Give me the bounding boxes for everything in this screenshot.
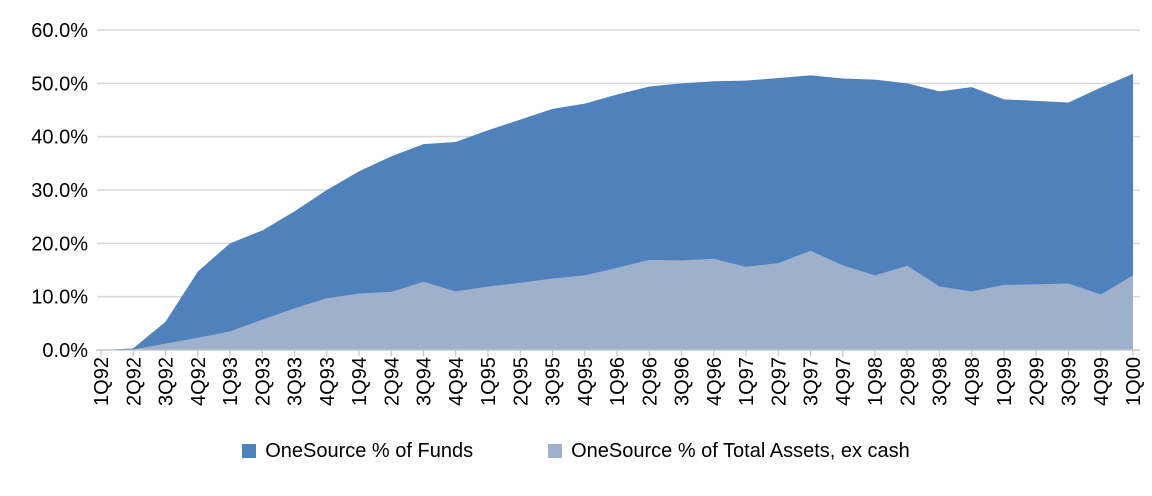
x-axis-tick-label: 1Q99 bbox=[994, 357, 1016, 406]
legend-item-funds: OneSource % of Funds bbox=[242, 441, 473, 461]
x-axis-tick-label: 4Q95 bbox=[575, 357, 597, 406]
x-axis-tick-label: 2Q95 bbox=[510, 357, 532, 406]
x-axis-tick-label: 1Q96 bbox=[607, 357, 629, 406]
x-axis-tick-label: 4Q99 bbox=[1091, 357, 1113, 406]
y-axis-tick-label: 20.0% bbox=[31, 233, 88, 255]
x-axis-tick-label: 2Q93 bbox=[252, 357, 274, 406]
x-axis-tick-label: 2Q99 bbox=[1026, 357, 1048, 406]
x-axis-tick-label: 4Q93 bbox=[317, 357, 339, 406]
y-axis-tick-label: 0.0% bbox=[42, 340, 88, 362]
x-axis-tick-label: 3Q97 bbox=[801, 357, 823, 406]
series-area-1 bbox=[101, 250, 1133, 350]
x-axis-tick-label: 1Q92 bbox=[91, 357, 113, 406]
y-axis-tick-label: 30.0% bbox=[31, 180, 88, 202]
x-axis-tick-label: 4Q98 bbox=[962, 357, 984, 406]
x-axis-tick-label: 3Q99 bbox=[1059, 357, 1081, 406]
x-axis-tick-label: 2Q98 bbox=[897, 357, 919, 406]
legend-label-funds: OneSource % of Funds bbox=[265, 440, 474, 462]
x-axis-tick-label: 3Q93 bbox=[285, 357, 307, 406]
y-axis-tick-label: 50.0% bbox=[31, 73, 88, 95]
x-axis-tick-label: 4Q96 bbox=[704, 357, 726, 406]
x-axis-tick-label: 4Q97 bbox=[833, 357, 855, 406]
x-axis-tick-label: 1Q95 bbox=[478, 357, 500, 406]
x-axis-tick-label: 3Q98 bbox=[930, 357, 952, 406]
area-chart-svg: 0.0% 10.0% 20.0% 30.0% 40.0% 50.0% 60.0% 1Q92 2Q… bbox=[31, 20, 1145, 406]
x-axis-tick-label: 3Q96 bbox=[672, 357, 694, 406]
x-axis-tick-label: 2Q97 bbox=[768, 357, 790, 406]
y-axis-tick-label: 60.0% bbox=[31, 20, 88, 42]
x-axis-tick-label: 2Q96 bbox=[639, 357, 661, 406]
legend-swatch-assets-icon bbox=[548, 444, 563, 458]
x-axis-tick-label: 4Q94 bbox=[446, 357, 468, 406]
x-axis-tick-label: 2Q94 bbox=[381, 357, 403, 406]
x-axis-tick-label: 3Q95 bbox=[543, 357, 565, 406]
x-axis-tick-label: 1Q98 bbox=[865, 357, 887, 406]
legend-swatch-funds-icon bbox=[242, 444, 257, 458]
x-axis-tick-label: 1Q94 bbox=[349, 357, 371, 406]
x-axis-tick-label: 3Q92 bbox=[156, 357, 178, 406]
y-axis-tick-label: 40.0% bbox=[31, 127, 88, 149]
y-axis-tick-label: 10.0% bbox=[31, 287, 88, 309]
x-axis-tick-label: 3Q94 bbox=[414, 357, 436, 406]
x-axis-tick-label: 1Q97 bbox=[736, 357, 758, 406]
x-axis-tick-label: 1Q93 bbox=[220, 357, 242, 406]
x-axis-tick-label: 1Q00 bbox=[1123, 357, 1145, 406]
legend-item-assets: OneSource % of Total Assets, ex cash bbox=[548, 441, 910, 461]
legend-label-assets: OneSource % of Total Assets, ex cash bbox=[571, 440, 910, 462]
x-axis-tick-label: 4Q92 bbox=[188, 357, 210, 406]
x-axis-tick-label: 2Q92 bbox=[123, 357, 145, 406]
chart-legend: OneSource % of Funds OneSource % of Tota… bbox=[0, 441, 1152, 461]
